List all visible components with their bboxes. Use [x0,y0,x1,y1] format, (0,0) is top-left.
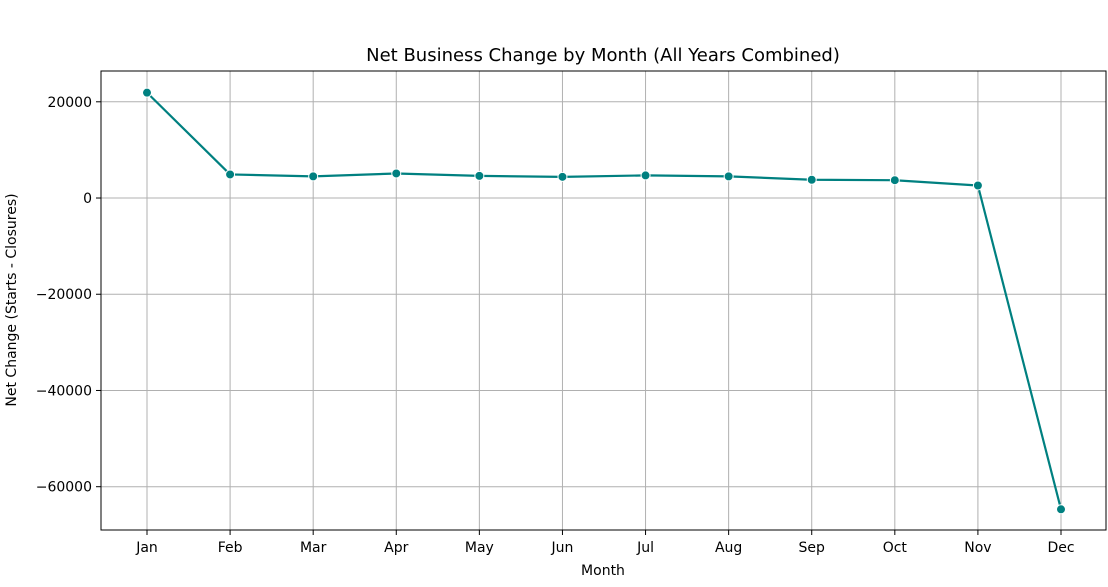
x-tick-label: Nov [964,540,991,556]
x-tick-label: Jul [636,540,654,556]
data-point-jan [142,87,152,98]
x-tick-label: Dec [1047,540,1074,556]
x-tick-label: Jan [135,540,158,556]
data-point-jun [557,171,568,182]
y-tick-label: −60000 [36,480,92,496]
y-tick-label: 20000 [47,95,92,111]
axes-layer [96,70,1107,535]
y-tick-label: −20000 [36,287,92,303]
data-point-aug [723,171,734,182]
x-tick-label: Jun [551,540,574,556]
data-point-may [474,170,485,181]
series-layer [142,87,1066,515]
y-axis-label: Net Change (Starts - Closures) [4,193,20,406]
tick-labels-layer: Jan Feb Mar Apr May Jun Jul Aug Sep Oct Nov Dec 2000… [36,95,1075,556]
grid-layer [101,71,1106,530]
data-point-mar [308,171,319,182]
x-tick-label: May [465,540,494,556]
data-point-sep [806,174,817,185]
x-tick-label: Feb [218,540,243,556]
y-tick-label: −40000 [36,383,92,399]
x-tick-label: Apr [384,540,408,556]
data-point-jul [640,170,651,181]
data-point-nov [972,180,983,191]
plot-frame [100,70,1107,531]
x-tick-label: Aug [715,540,742,556]
chart-title: Net Business Change by Month (All Years … [366,45,840,66]
series-line [145,91,1063,511]
x-axis-label: Month [581,563,625,579]
x-tick-label: Sep [799,540,826,556]
data-point-dec [1056,504,1066,515]
y-tick-label: 0 [83,191,92,207]
x-tick-label: Mar [300,540,327,556]
x-tick-label: Oct [883,540,908,556]
data-point-oct [889,175,900,186]
data-point-feb [225,169,236,180]
data-point-apr [391,168,402,179]
